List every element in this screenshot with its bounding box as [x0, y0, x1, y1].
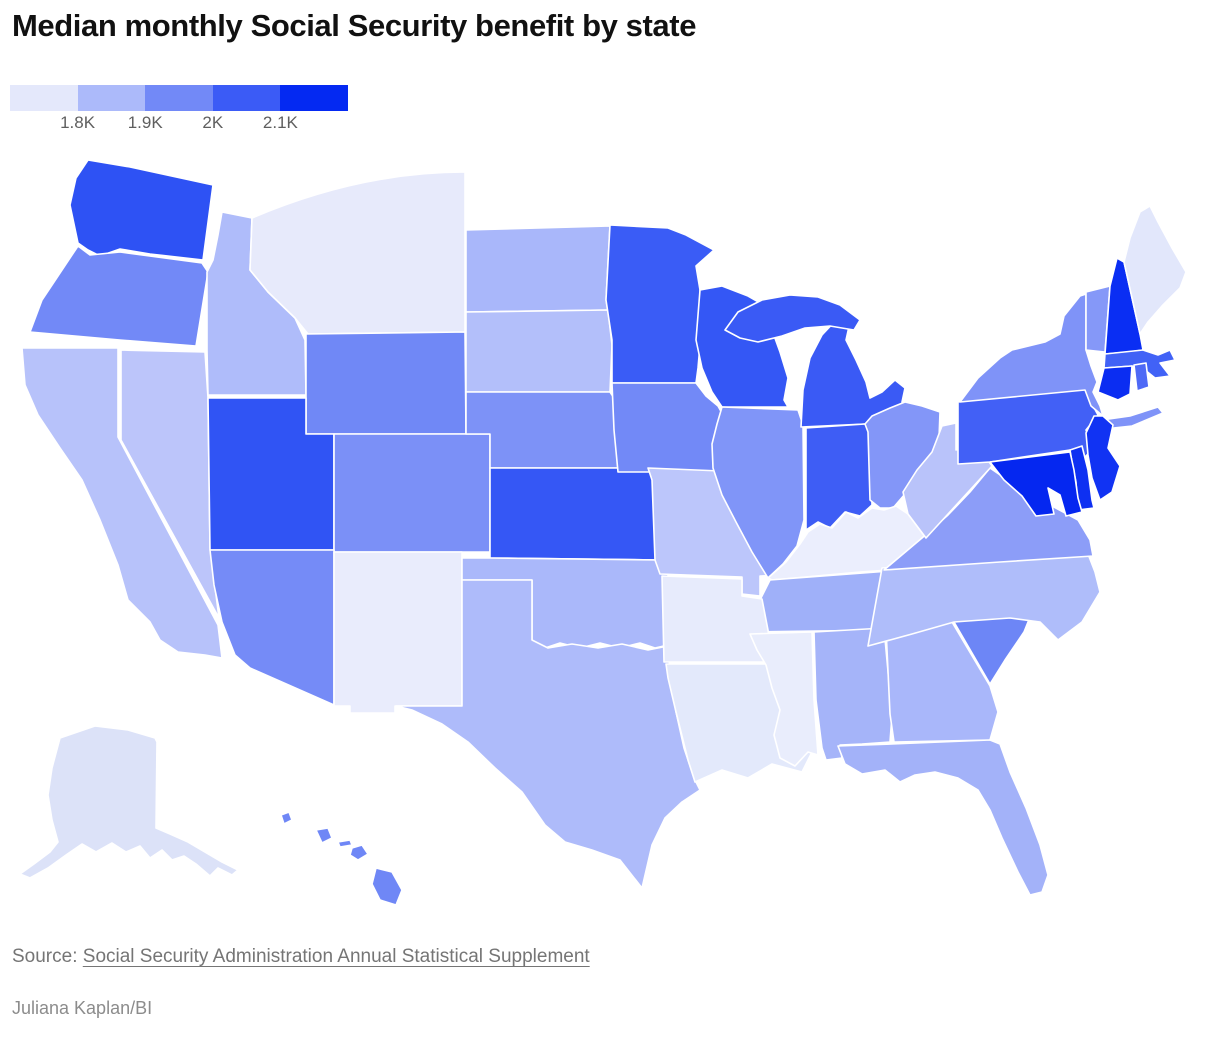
state-michigan-up[interactable] — [724, 294, 861, 343]
legend-tick-label: 1.8K — [60, 113, 96, 132]
state-arizona[interactable] — [209, 549, 335, 706]
state-illinois[interactable] — [711, 406, 805, 579]
legend-tick-labels: 1.8K 1.9K 2K 2.1K — [10, 111, 348, 133]
state-oregon[interactable] — [29, 245, 209, 347]
state-wyoming[interactable] — [305, 331, 467, 435]
state-rhode-island[interactable] — [1133, 362, 1150, 392]
legend-swatch — [10, 85, 78, 111]
legend-swatch — [280, 85, 348, 111]
state-mississippi[interactable] — [749, 631, 819, 767]
state-hawaii-big-island[interactable] — [371, 867, 403, 906]
state-north-carolina[interactable] — [867, 553, 1101, 647]
state-maine[interactable] — [1123, 205, 1187, 335]
source-link[interactable]: Social Security Administration Annual St… — [82, 946, 590, 967]
source-line: Source: Social Security Administration A… — [12, 946, 590, 968]
state-california[interactable] — [21, 347, 223, 659]
credit-byline: Juliana Kaplan/BI — [12, 998, 153, 1018]
legend-swatch — [145, 85, 213, 111]
state-washington[interactable] — [69, 159, 214, 261]
state-hawaii-molokai[interactable] — [337, 839, 353, 848]
page-title: Median monthly Social Security benefit b… — [12, 8, 697, 43]
state-hawaii-oahu[interactable] — [315, 827, 333, 844]
state-alabama[interactable] — [813, 627, 893, 761]
state-hawaii-kauai[interactable] — [280, 811, 293, 825]
state-georgia[interactable] — [885, 621, 999, 743]
legend-swatch-row — [10, 85, 348, 111]
state-florida[interactable] — [837, 739, 1049, 896]
legend-swatch — [77, 85, 146, 111]
legend-tick-label: 1.9K — [127, 113, 163, 132]
state-montana[interactable] — [249, 171, 466, 335]
state-north-dakota[interactable] — [465, 225, 611, 313]
state-new-jersey[interactable] — [1085, 415, 1121, 501]
legend-tick-label: 2.1K — [262, 113, 298, 132]
state-connecticut[interactable] — [1097, 365, 1133, 401]
state-kansas[interactable] — [489, 467, 661, 561]
state-alaska[interactable] — [19, 725, 239, 879]
state-minnesota[interactable] — [605, 224, 715, 384]
state-colorado[interactable] — [333, 433, 491, 553]
state-texas[interactable] — [395, 579, 701, 889]
state-arkansas[interactable] — [661, 575, 773, 663]
source-prefix: Source: — [12, 946, 78, 967]
state-maryland[interactable] — [989, 451, 1083, 517]
color-legend: 1.8K 1.9K 2K 2.1K — [10, 85, 350, 133]
legend-tick-label: 2K — [202, 113, 224, 132]
state-south-dakota[interactable] — [465, 309, 613, 393]
legend-swatch — [212, 85, 281, 111]
state-new-mexico[interactable] — [333, 551, 463, 714]
state-hawaii-maui[interactable] — [349, 844, 369, 861]
